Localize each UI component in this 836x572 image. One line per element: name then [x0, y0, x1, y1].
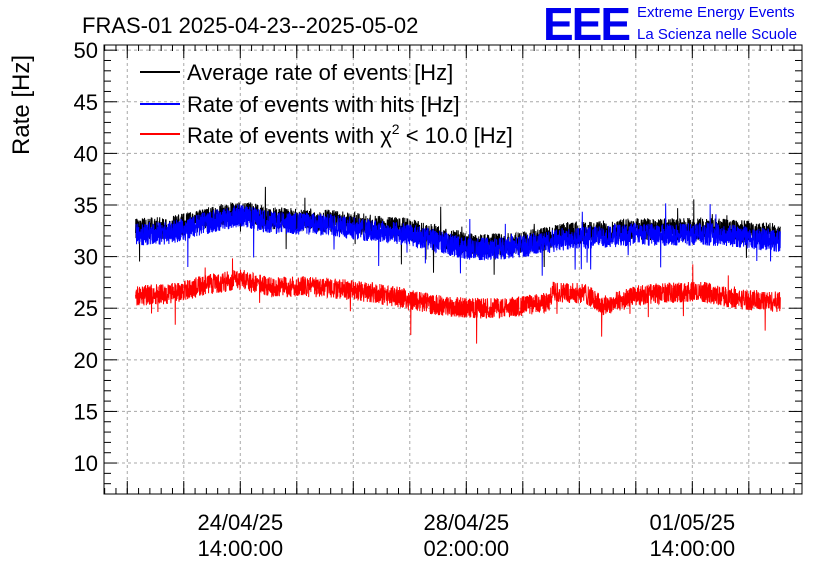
legend-label-hits: Rate of events with hits [Hz] — [187, 92, 460, 117]
series-hits-rate — [135, 203, 781, 276]
logo-line1: Extreme Energy Events — [637, 4, 795, 21]
y-tick-label: 15 — [74, 399, 98, 424]
x-tick-label-time: 02:00:00 — [423, 536, 509, 561]
y-tick-label: 40 — [74, 141, 98, 166]
axes — [103, 44, 803, 495]
y-tick-label: 50 — [74, 38, 98, 63]
x-tick-label-time: 14:00:00 — [197, 536, 283, 561]
x-tick-label-time: 14:00:00 — [649, 536, 735, 561]
x-tick-label-date: 01/05/25 — [649, 510, 735, 535]
y-axis-label: Rate [Hz] — [8, 55, 35, 155]
grid — [104, 45, 802, 494]
y-tick-label: 35 — [74, 193, 98, 218]
series-layer — [135, 186, 781, 344]
eee-logo: EEE Extreme Energy Events La Scienza nel… — [543, 0, 797, 50]
logo-mark: EEE — [543, 0, 629, 50]
y-tick-label: 20 — [74, 348, 98, 373]
chart-title: FRAS-01 2025-04-23--2025-05-02 — [82, 13, 418, 38]
x-tick-label-date: 24/04/25 — [197, 510, 283, 535]
y-tick-label: 30 — [74, 245, 98, 270]
legend-label-average: Average rate of events [Hz] — [187, 60, 453, 85]
y-tick-label: 45 — [74, 90, 98, 115]
y-tick-label: 25 — [74, 296, 98, 321]
x-tick-label-date: 28/04/25 — [423, 510, 509, 535]
logo-line2: La Scienza nelle Scuole — [637, 26, 797, 43]
y-tick-label: 10 — [74, 451, 98, 476]
legend-label-chi2: Rate of events with χ2 < 10.0 [Hz] — [187, 121, 513, 148]
plot-frame — [103, 44, 803, 495]
series-chi2-rate — [135, 258, 781, 344]
legend: Average rate of events [Hz] Rate of even… — [140, 60, 513, 148]
tick-labels: 10152025303540455024/04/2514:00:0028/04/… — [74, 38, 736, 561]
